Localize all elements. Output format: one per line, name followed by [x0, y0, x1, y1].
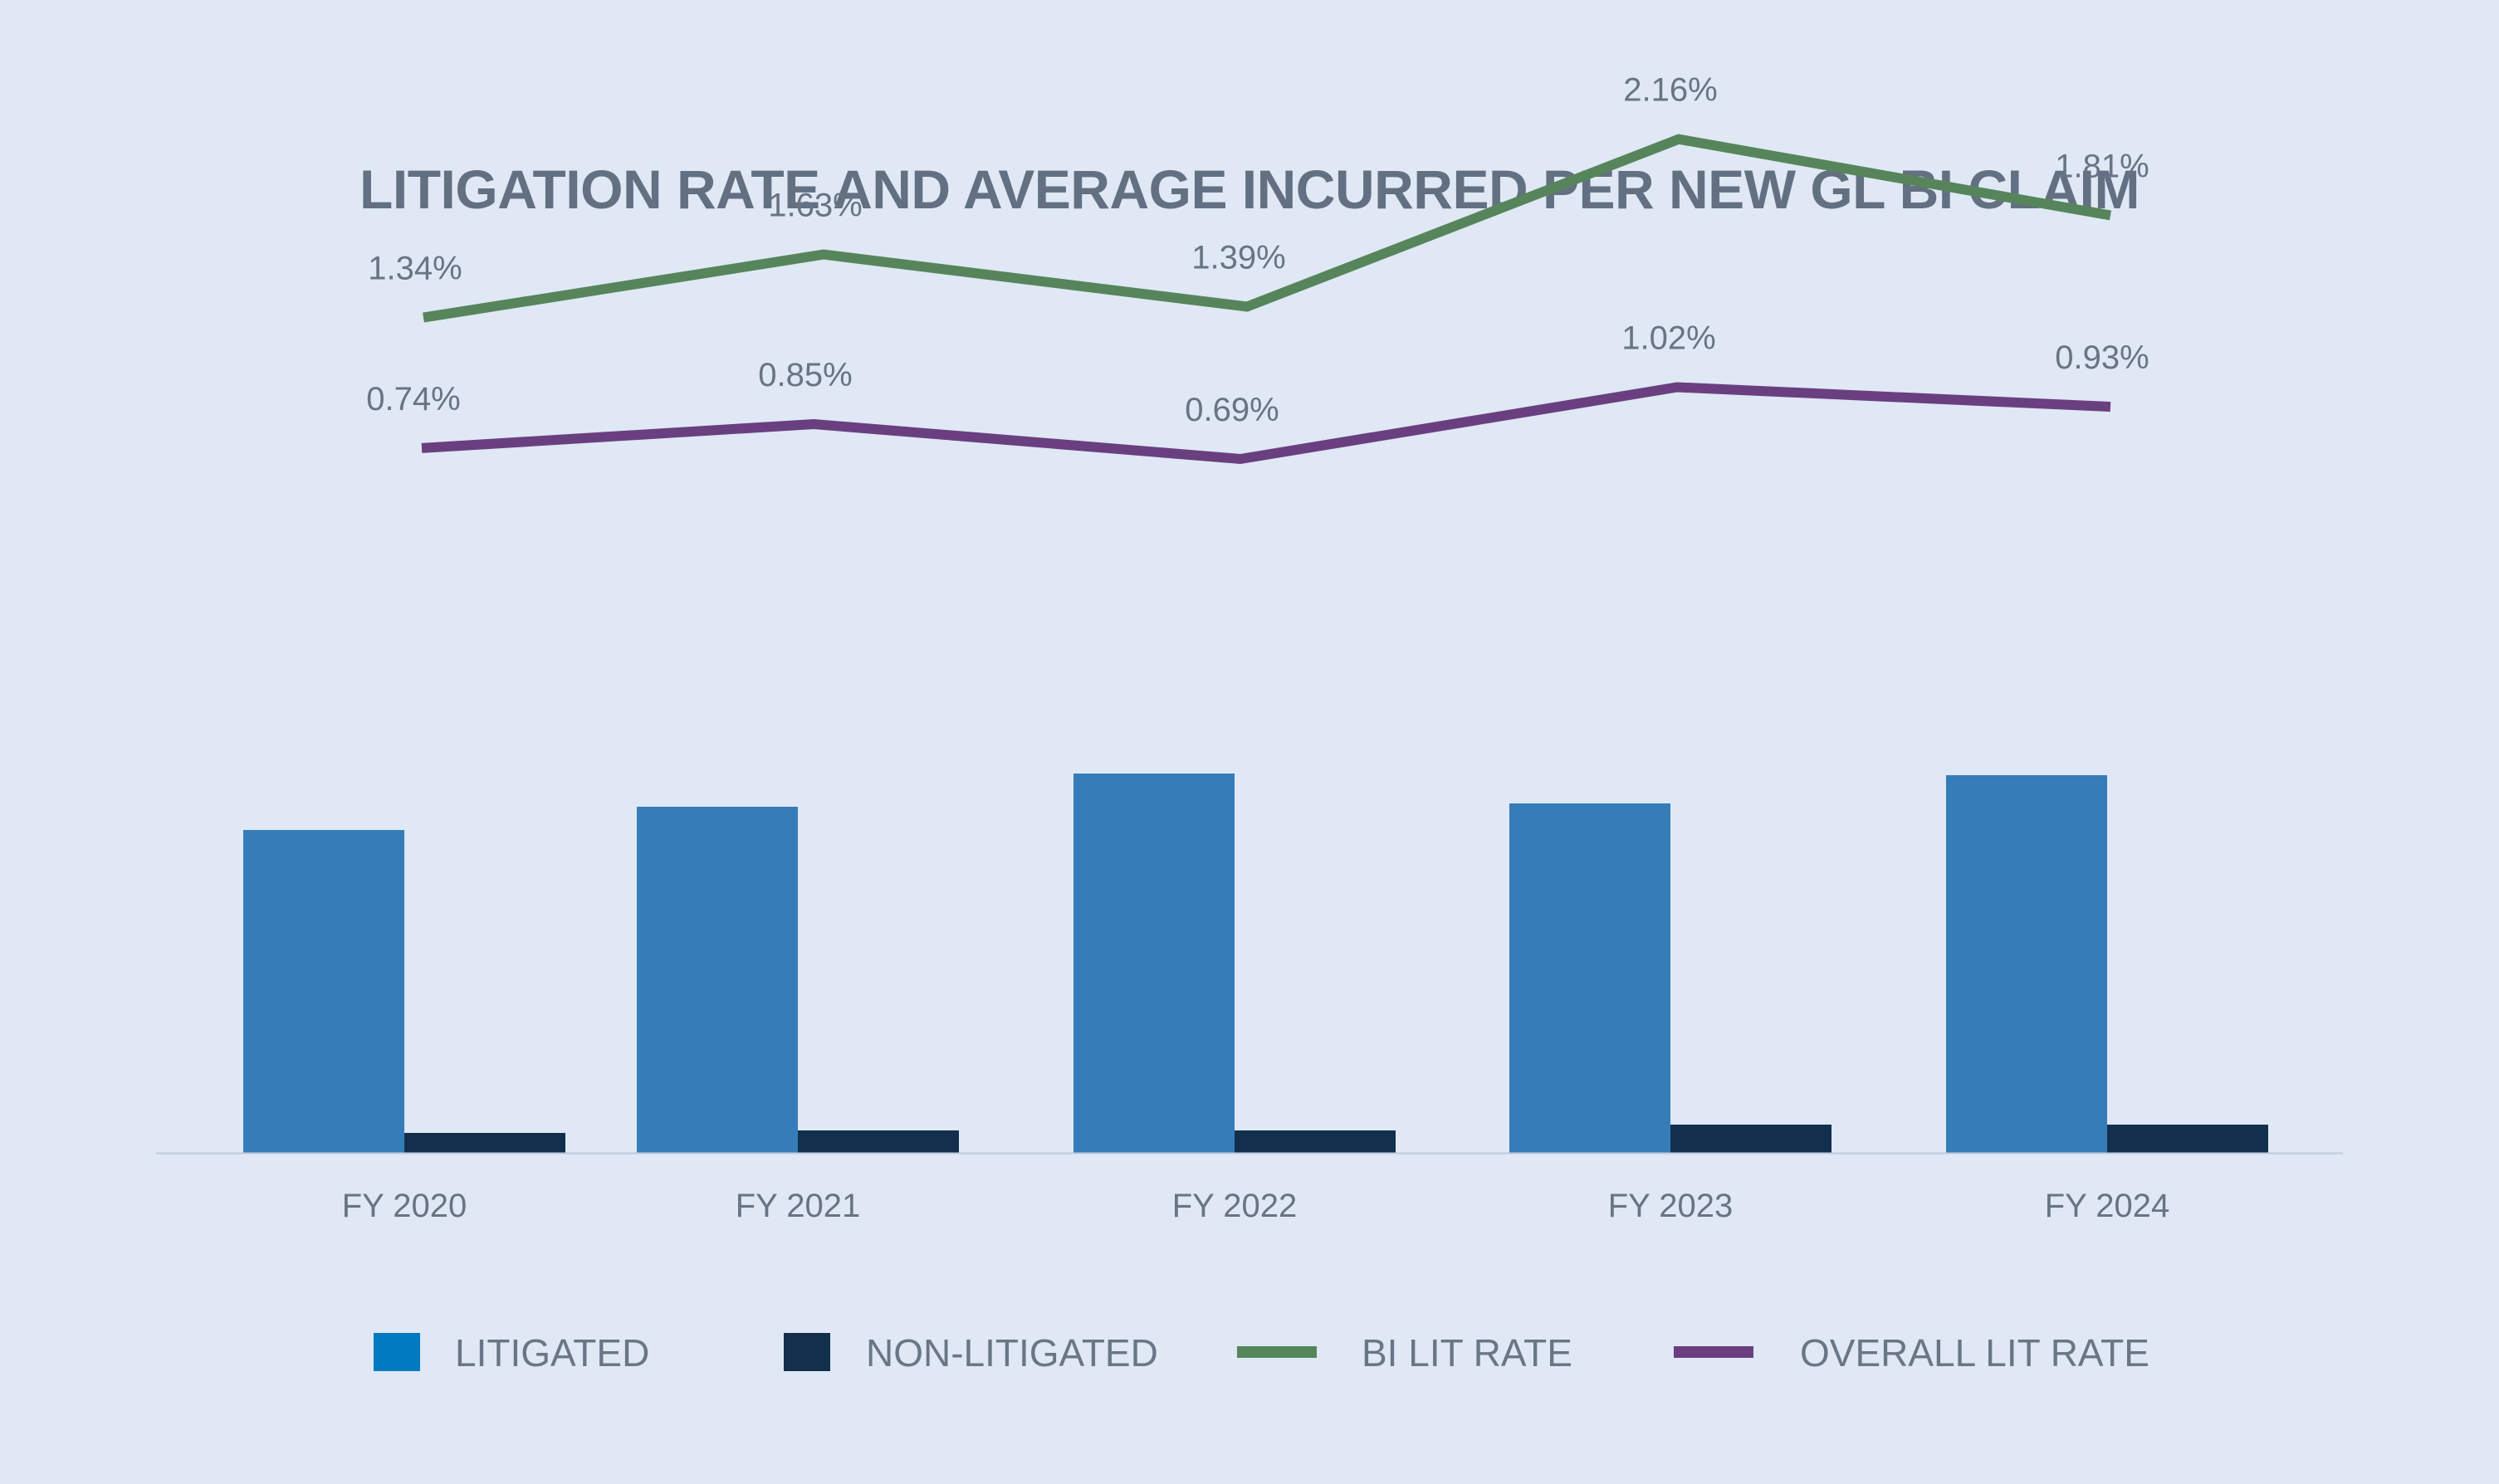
non-litigated-bar	[1235, 1130, 1396, 1153]
litigated-bar	[637, 807, 798, 1153]
overall-lit-rate-data-label: 0.74%	[366, 381, 460, 417]
legend-label: NON-LITIGATED	[866, 1331, 1158, 1374]
overall-lit-rate-data-label: 1.02%	[1621, 320, 1715, 357]
x-tick-label: FY 2020	[342, 1188, 467, 1224]
overall-lit-rate-data-label: 0.93%	[2055, 339, 2149, 376]
bi-lit-rate-data-label: 1.34%	[368, 251, 462, 287]
litigated-bar	[1509, 803, 1670, 1153]
legend-label: BI LIT RATE	[1362, 1331, 1572, 1374]
legend-label: LITIGATED	[455, 1331, 650, 1374]
non-litigated-bar	[798, 1130, 959, 1153]
non-litigated-bar	[2107, 1125, 2268, 1153]
bi-lit-rate-data-label: 1.63%	[768, 188, 862, 224]
bi-lit-rate-data-label: 2.16%	[1623, 72, 1717, 109]
x-tick-label: FY 2022	[1172, 1188, 1298, 1224]
non-litigated-bar	[1670, 1125, 1831, 1153]
overall-lit-rate-data-label: 0.85%	[758, 357, 852, 393]
overall-lit-rate-line	[421, 382, 2111, 465]
x-tick-label: FY 2021	[736, 1188, 861, 1224]
litigated-bar	[1073, 774, 1235, 1153]
litigated-bar	[243, 830, 404, 1153]
overall-lit-rate-data-label: 0.69%	[1185, 392, 1279, 428]
non-litigated-bar	[404, 1133, 565, 1153]
bi-lit-rate-line-icon	[1237, 1346, 1317, 1358]
bi-lit-rate-line	[423, 134, 2112, 323]
x-tick-label: FY 2023	[1608, 1188, 1734, 1224]
bi-lit-rate-data-label: 1.81%	[2055, 149, 2149, 185]
non-litigated-swatch-icon	[784, 1333, 830, 1371]
litigated-bar	[1946, 775, 2107, 1153]
chart-legend: LITIGATED NON-LITIGATED BI LIT RATE OVER…	[0, 1328, 2499, 1378]
bi-lit-rate-data-label: 1.39%	[1191, 240, 1285, 276]
legend-label: OVERALL LIT RATE	[1800, 1331, 2149, 1374]
litigated-swatch-icon	[374, 1333, 420, 1371]
overall-lit-rate-line-icon	[1674, 1346, 1753, 1358]
x-tick-label: FY 2024	[2045, 1188, 2170, 1224]
